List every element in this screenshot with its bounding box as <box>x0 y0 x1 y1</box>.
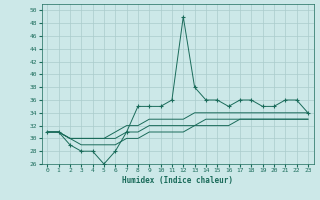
X-axis label: Humidex (Indice chaleur): Humidex (Indice chaleur) <box>122 176 233 185</box>
